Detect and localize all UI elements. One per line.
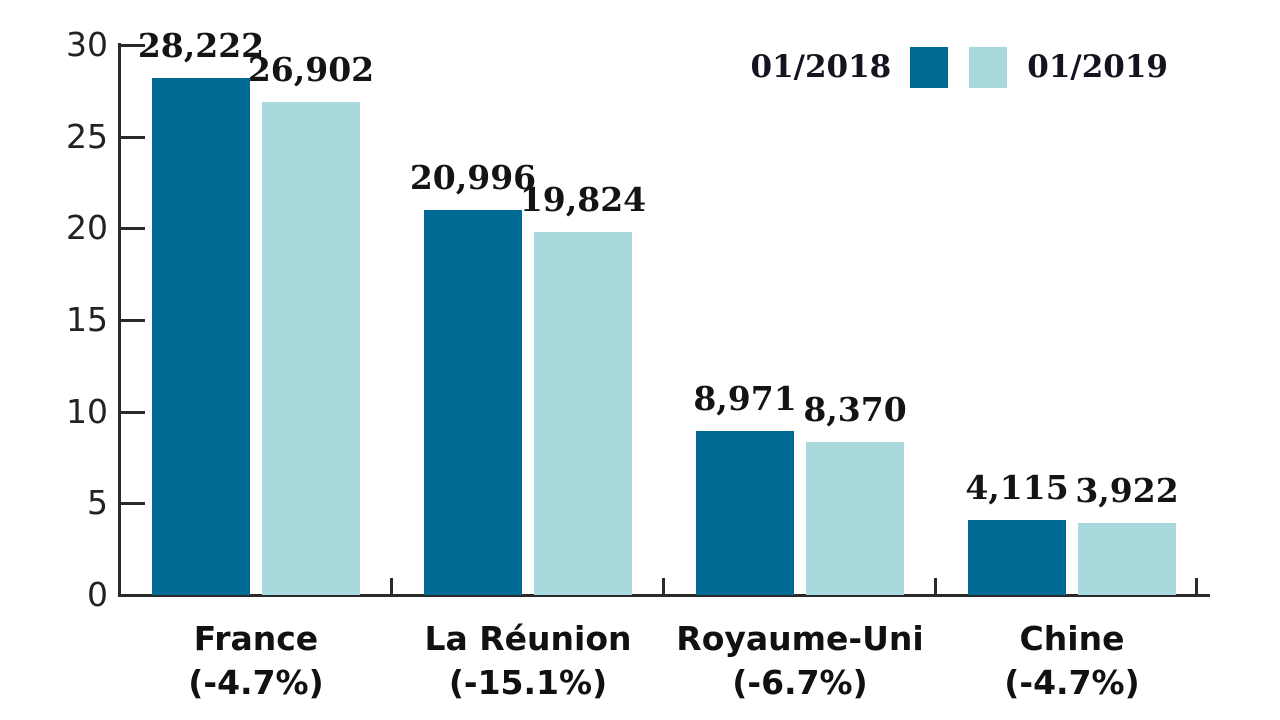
category-change: (-4.7%) [1004,663,1140,702]
legend-swatch-2019-icon [969,46,1008,88]
legend-swatch-2018-icon [910,46,949,88]
category-label: France (-4.7%) [120,617,392,705]
bar-Chine-01/2018 [968,519,1066,595]
bar-value-label: 19,824 [519,179,647,219]
category-label: Chine (-4.7%) [936,617,1208,705]
category-label: Royaume-Uni (-6.7%) [664,617,936,705]
y-axis-tick [121,44,145,47]
category-change: (-15.1%) [448,663,608,702]
bar-value-label: 4,115 [965,467,1069,507]
bar-value-label: 28,222 [137,25,265,65]
category-name: Chine [1019,619,1125,658]
y-axis-tick [121,410,145,414]
chart-legend: 01/2018 01/2019 [750,46,1168,88]
y-axis-tick-label: 10 [66,391,108,431]
y-axis-tick-label: 30 [66,25,108,64]
bar-value-label: 8,370 [803,389,907,429]
bar-Chine-01/2019 [1078,523,1176,595]
y-axis-tick [121,319,145,322]
bar-La Réunion-01/2018 [424,210,522,595]
bar-value-label: 3,922 [1075,471,1179,511]
legend-label-2019: 01/2019 [1027,49,1168,85]
y-axis-tick [121,227,145,231]
bar-France-01/2018 [152,77,250,595]
category-label: La Réunion (-15.1%) [392,617,664,705]
bar-value-label: 26,902 [247,49,375,89]
bar-value-label: 20,996 [409,158,537,198]
y-axis-tick-label: 15 [66,300,108,339]
bar-Royaume-Uni-01/2019 [806,441,904,595]
x-axis-line [118,594,1210,597]
x-axis-tick [390,578,393,595]
bar-La Réunion-01/2019 [534,231,632,595]
category-name: La Réunion [424,619,632,658]
bar-France-01/2019 [262,101,360,595]
y-axis-line [118,43,121,597]
y-axis-tick-label: 20 [66,208,108,248]
bar-value-label: 8,971 [693,378,797,418]
y-axis-tick-label: 0 [87,575,108,614]
category-change: (-6.7%) [732,663,868,702]
x-axis-end-tick [1195,578,1198,595]
y-axis-tick [121,135,145,139]
y-axis-tick [121,502,145,506]
category-change: (-4.7%) [188,663,324,702]
x-axis-tick [934,578,937,595]
y-axis-tick-label: 25 [66,116,108,156]
x-axis-tick [662,578,665,595]
category-name: Royaume-Uni [676,619,924,658]
bar-Royaume-Uni-01/2018 [696,430,794,595]
legend-label-2018: 01/2018 [750,49,892,85]
category-name: France [193,619,319,658]
y-axis-tick-label: 5 [87,483,108,523]
